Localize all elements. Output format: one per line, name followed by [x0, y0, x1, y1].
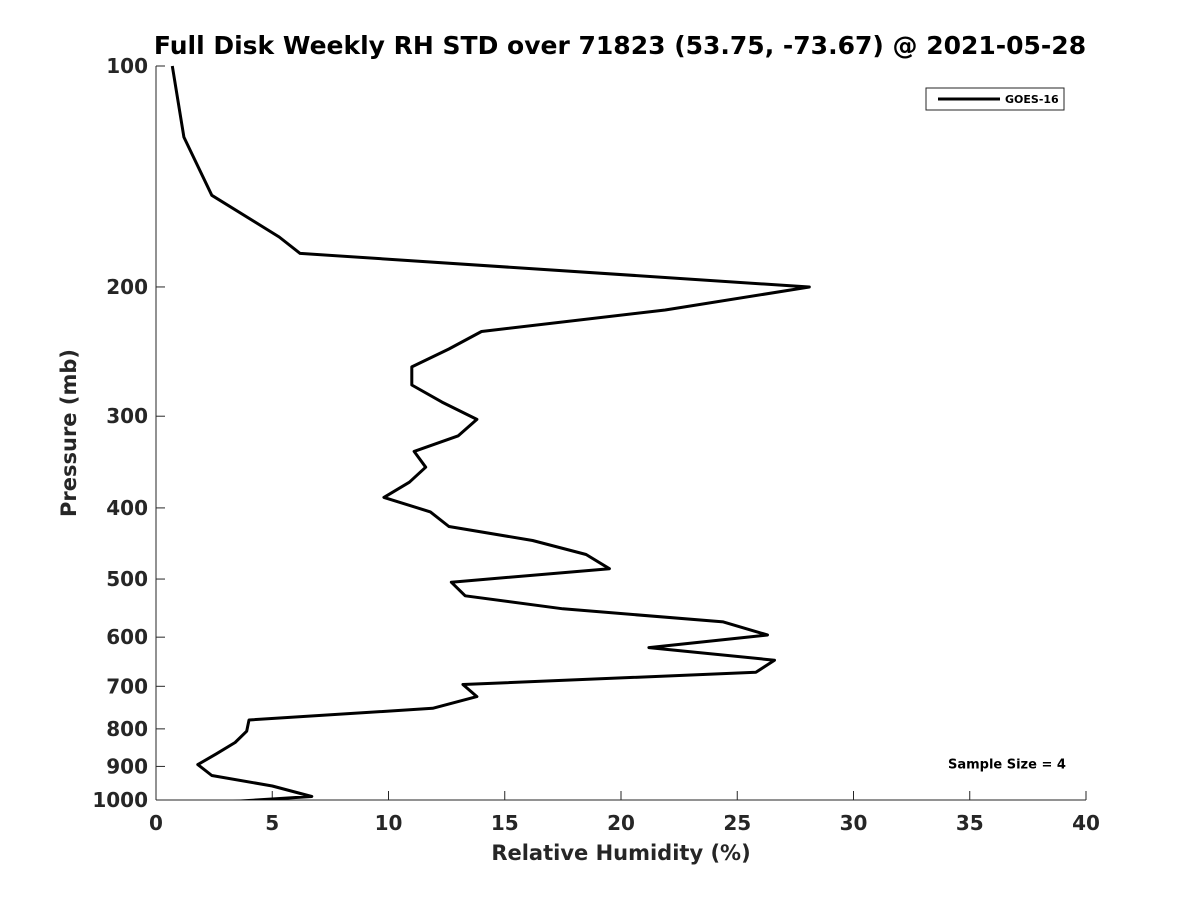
x-tick-label: 5: [265, 811, 279, 835]
y-tick-label: 400: [106, 496, 148, 520]
y-axis-ticks: 100 200 300 400 500 600 700 800 900 1000: [92, 54, 165, 812]
y-axis-label: Pressure (mb): [57, 349, 81, 517]
x-tick-label: 35: [956, 811, 984, 835]
x-tick-label: 10: [375, 811, 403, 835]
y-tick-label: 600: [106, 625, 148, 649]
x-axis-ticks: 0 5 10 15 20 25 30 35 40: [149, 791, 1100, 835]
series-layer: [170, 65, 811, 800]
y-tick-label: 500: [106, 567, 148, 591]
y-tick-label: 700: [106, 674, 148, 698]
legend: GOES-16: [925, 87, 1065, 111]
y-tick-label: 900: [106, 754, 148, 778]
chart-title: Full Disk Weekly RH STD over 71823 (53.7…: [154, 31, 1086, 60]
x-tick-label: 30: [840, 811, 868, 835]
series-line-goes-16: [170, 65, 811, 800]
x-tick-label: 0: [149, 811, 163, 835]
x-axis-label: Relative Humidity (%): [491, 841, 750, 865]
x-tick-label: 25: [723, 811, 751, 835]
y-tick-label: 800: [106, 717, 148, 741]
sample-size-annotation: Sample Size = 4: [948, 758, 1066, 773]
x-tick-label: 40: [1072, 811, 1100, 835]
x-tick-label: 15: [491, 811, 519, 835]
plot-area: [155, 66, 1086, 801]
y-tick-label: 100: [106, 54, 148, 78]
legend-label: GOES-16: [1005, 93, 1059, 106]
y-tick-label: 300: [106, 404, 148, 428]
x-tick-label: 20: [607, 811, 635, 835]
y-tick-label: 200: [106, 275, 148, 299]
y-tick-label: 1000: [92, 788, 148, 812]
